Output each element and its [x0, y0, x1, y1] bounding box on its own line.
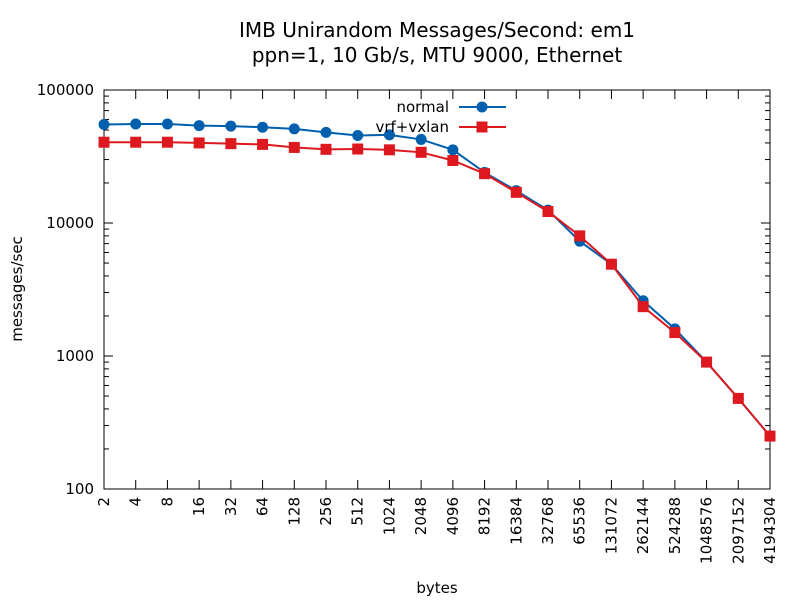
data-point [161, 136, 173, 148]
x-tick-label: 4 [127, 497, 145, 507]
data-point [383, 144, 395, 156]
data-point [161, 118, 173, 130]
data-point [415, 133, 427, 145]
data-point [130, 136, 142, 148]
data-point [732, 392, 744, 404]
x-tick-label: 8192 [476, 497, 494, 535]
series-layer [98, 118, 776, 442]
data-point [98, 136, 110, 148]
x-axis: 2 4 8 16 32 64 128 256 512 1024 2048 4096 8192 16384 3… [95, 90, 779, 564]
legend-label: vrf+vxlan [375, 118, 449, 136]
data-point [447, 155, 459, 167]
y-tick-label: 100000 [37, 81, 94, 99]
data-point [764, 430, 776, 442]
x-tick-label: 2097152 [729, 497, 747, 564]
data-point [574, 230, 586, 242]
data-point [257, 138, 269, 150]
legend: normal vrf+vxlan [375, 98, 506, 136]
legend-label: normal [396, 98, 449, 116]
x-tick-label: 256 [317, 497, 335, 526]
data-point [98, 119, 110, 131]
data-point [542, 206, 554, 218]
x-tick-label: 16384 [507, 497, 525, 545]
x-tick-label: 32768 [539, 497, 557, 545]
x-tick-label: 2048 [412, 497, 430, 535]
y-tick-label: 100 [65, 480, 94, 498]
x-tick-label: 65536 [571, 497, 589, 545]
y-axis: 100 1000 10000 100000 [37, 81, 770, 498]
x-tick-label: 4096 [444, 497, 462, 535]
data-point [225, 138, 237, 150]
x-tick-label: 524288 [666, 497, 684, 554]
data-point [288, 123, 300, 135]
legend-marker [476, 101, 488, 113]
data-point [193, 120, 205, 132]
x-tick-label: 64 [254, 497, 272, 516]
x-tick-label: 128 [285, 497, 303, 526]
x-tick-label: 512 [349, 497, 367, 526]
y-axis-label: messages/sec [8, 236, 26, 342]
x-tick-label: 262144 [634, 497, 652, 554]
chart-title: IMB Unirandom Messages/Second: em1 [239, 18, 635, 42]
x-tick-label: 2 [95, 497, 113, 507]
x-axis-label: bytes [416, 579, 458, 597]
data-point [193, 137, 205, 149]
data-point [320, 143, 332, 155]
data-point [130, 118, 142, 130]
chart-subtitle: ppn=1, 10 Gb/s, MTU 9000, Ethernet [252, 43, 623, 67]
x-tick-label: 8 [158, 497, 176, 507]
x-tick-label: 4194304 [761, 497, 779, 564]
data-point [510, 186, 522, 198]
data-point [352, 143, 364, 155]
data-point [447, 144, 459, 156]
x-tick-label: 16 [190, 497, 208, 516]
series-line-normal [103, 123, 771, 437]
data-point [605, 258, 617, 270]
plot-frame [103, 89, 771, 490]
data-point [383, 129, 395, 141]
data-point [479, 168, 491, 180]
x-tick-label: 1048576 [698, 497, 716, 564]
data-point [320, 126, 332, 138]
data-point [701, 356, 713, 368]
data-point [637, 301, 649, 313]
data-point [257, 121, 269, 133]
series-line-vrf-vxlan [104, 141, 771, 437]
x-tick-label: 131072 [602, 497, 620, 554]
data-point [415, 146, 427, 158]
x-tick-label: 1024 [380, 497, 398, 535]
y-tick-label: 1000 [56, 347, 94, 365]
data-point [225, 120, 237, 132]
legend-marker [476, 121, 488, 133]
data-point [288, 141, 300, 153]
data-point [352, 129, 364, 141]
data-point [669, 327, 681, 339]
x-tick-label: 32 [222, 497, 240, 516]
y-tick-label: 10000 [46, 214, 94, 232]
